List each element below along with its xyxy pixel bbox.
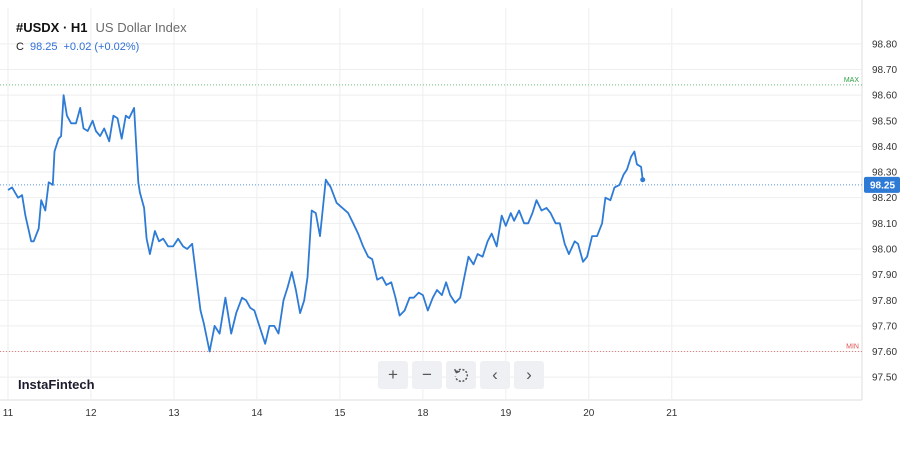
- close-value: 98.25: [29, 41, 58, 53]
- price-badge: [864, 176, 900, 193]
- zoom-out-button[interactable]: −: [412, 361, 442, 389]
- max-label: MAX: [844, 77, 860, 84]
- y-tick-label: 98.70: [872, 65, 897, 76]
- y-tick-label: 97.70: [872, 321, 897, 332]
- chevron-left-icon: ‹: [492, 365, 498, 384]
- zoom-in-button[interactable]: +: [378, 361, 408, 389]
- x-tick-label: 13: [168, 408, 180, 419]
- minus-icon: −: [422, 365, 432, 384]
- x-tick-label: 19: [500, 408, 512, 419]
- x-tick-label: 15: [334, 408, 346, 419]
- x-axis: 11 12 13 14 15 18 19 20 21: [3, 408, 678, 419]
- chevron-right-icon: ›: [526, 365, 532, 384]
- x-tick-label: 20: [583, 408, 595, 419]
- y-tick-label: 97.60: [872, 347, 897, 358]
- grid: [0, 0, 863, 401]
- y-tick-label: 98.40: [872, 142, 897, 153]
- x-tick-label: 18: [417, 408, 429, 419]
- price-badge-label: 98.25: [870, 180, 895, 191]
- x-tick-label: 12: [85, 408, 97, 419]
- y-tick-label: 98.10: [872, 219, 897, 230]
- reset-button[interactable]: [446, 361, 476, 389]
- y-tick-label: 97.90: [872, 270, 897, 281]
- last-point: [640, 177, 646, 183]
- x-tick-label: 14: [251, 408, 263, 419]
- x-tick-label: 11: [3, 408, 14, 419]
- y-tick-label: 98.00: [872, 244, 897, 255]
- instrument-name: US Dollar Index: [95, 20, 187, 35]
- level-lines: MAX MIN: [0, 77, 862, 353]
- y-tick-label: 98.80: [872, 39, 897, 50]
- reset-icon: [453, 368, 469, 383]
- chart-toolbar: + − ‹ ›: [378, 361, 544, 389]
- min-label: MIN: [846, 344, 859, 351]
- plus-icon: +: [388, 365, 398, 384]
- x-tick-label: 21: [666, 408, 678, 419]
- y-tick-label: 98.50: [872, 116, 897, 127]
- y-tick-label: 98.60: [872, 91, 897, 102]
- scroll-left-button[interactable]: ‹: [480, 361, 510, 389]
- y-tick-label: 97.80: [872, 296, 897, 307]
- y-tick-label: 98.20: [872, 193, 897, 204]
- close-label: C: [16, 41, 24, 53]
- scroll-right-button[interactable]: ›: [514, 361, 544, 389]
- change-value: +0.02 (+0.02%): [63, 41, 140, 53]
- series: [7, 94, 646, 353]
- chart-header: #USDX · H1 US Dollar Index: [16, 20, 187, 35]
- series-line: [7, 94, 644, 353]
- brand-logo: InstaFintech: [18, 377, 95, 392]
- y-tick-label: 98.30: [872, 168, 897, 179]
- symbol-label: #USDX · H1: [16, 20, 88, 35]
- price-summary: C 98.25 +0.02 (+0.02%): [16, 41, 145, 53]
- y-tick-label: 97.50: [872, 373, 897, 384]
- y-axis: 98.80 98.70 98.60 98.50 98.40 98.30 98.20 98.10…: [864, 39, 900, 384]
